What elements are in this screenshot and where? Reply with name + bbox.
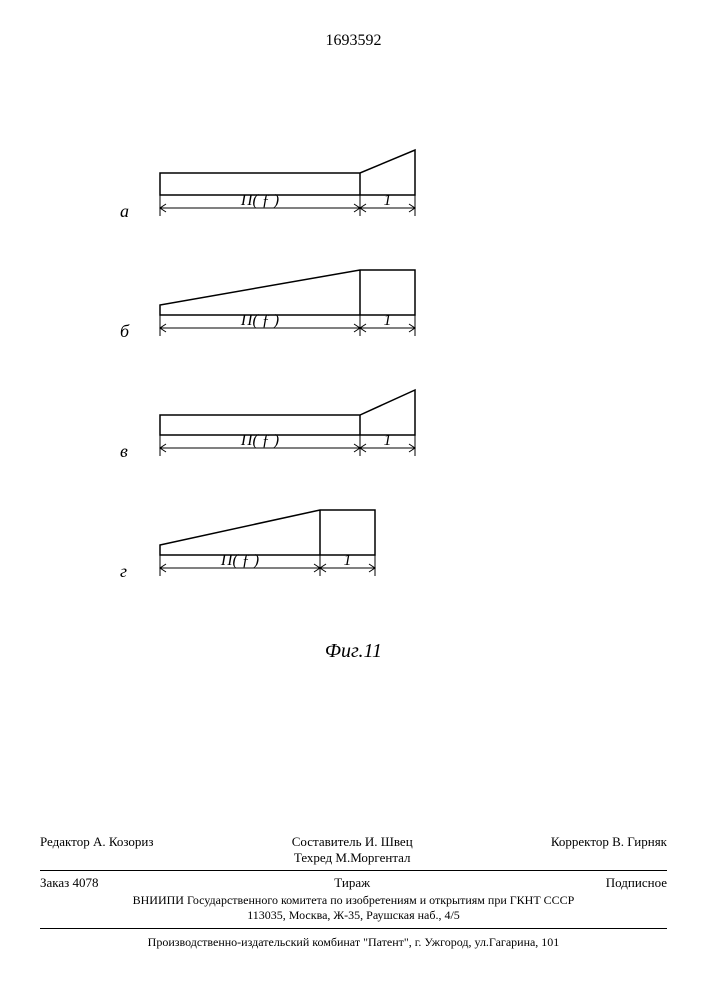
tirage-label: Тираж (334, 875, 370, 891)
row-label: г (120, 561, 127, 582)
page-number: 1693592 (0, 32, 707, 50)
svg-text:П( ƒ ): П( ƒ ) (220, 552, 259, 569)
figure-row: г П( ƒ )1 (150, 500, 550, 590)
compiler-tech-block: Составитель И. Швец Техред М.Моргентал (292, 834, 413, 866)
compiler-name: И. Швец (365, 834, 413, 849)
divider-1 (40, 870, 667, 871)
footer-org: ВНИИПИ Государственного комитета по изоб… (40, 893, 667, 924)
editor-name: А. Козориз (93, 834, 154, 849)
order-number: Заказ 4078 (40, 875, 99, 891)
figure-caption: Фиг.11 (0, 640, 707, 663)
tech-label: Техред (294, 850, 332, 865)
svg-text:1: 1 (344, 552, 352, 569)
compiler-label: Составитель (292, 834, 362, 849)
svg-text:1: 1 (384, 432, 392, 449)
row-label: а (120, 201, 129, 222)
tech-name: М.Моргентал (335, 850, 410, 865)
row-label: в (120, 441, 128, 462)
footer-credits-row: Редактор А. Козориз Составитель И. Швец … (40, 834, 667, 866)
svg-text:П( ƒ ): П( ƒ ) (240, 192, 279, 209)
svg-text:П( ƒ ): П( ƒ ) (240, 312, 279, 329)
editor-block: Редактор А. Козориз (40, 834, 154, 866)
corrector-block: Корректор В. Гирняк (551, 834, 667, 866)
org-line-1: ВНИИПИ Государственного комитета по изоб… (40, 893, 667, 909)
figure-svg: П( ƒ ) 1 (150, 380, 445, 470)
svg-text:1: 1 (384, 312, 392, 329)
figures-container: а П( ƒ )1 б П( ƒ )1 в П( ƒ )1 г П( ƒ )1 (150, 140, 550, 620)
figure-svg: П( ƒ ) 1 (150, 140, 445, 230)
org-line-2: 113035, Москва, Ж-35, Раушская наб., 4/5 (40, 908, 667, 924)
figure-svg: П( ƒ ) 1 (150, 500, 405, 590)
footer-order-row: Заказ 4078 Тираж Подписное (40, 875, 667, 891)
row-label: б (120, 321, 129, 342)
subscription-label: Подписное (606, 875, 667, 891)
figure-row: б П( ƒ )1 (150, 260, 550, 350)
figure-row: а П( ƒ )1 (150, 140, 550, 230)
corrector-name: В. Гирняк (612, 834, 667, 849)
svg-text:1: 1 (384, 192, 392, 209)
footer: Редактор А. Козориз Составитель И. Швец … (40, 834, 667, 950)
divider-2 (40, 928, 667, 929)
svg-text:П( ƒ ): П( ƒ ) (240, 432, 279, 449)
figure-svg: П( ƒ ) 1 (150, 260, 445, 350)
corrector-label: Корректор (551, 834, 609, 849)
figure-row: в П( ƒ )1 (150, 380, 550, 470)
editor-label: Редактор (40, 834, 90, 849)
footer-producer: Производственно-издательский комбинат "П… (40, 935, 667, 950)
